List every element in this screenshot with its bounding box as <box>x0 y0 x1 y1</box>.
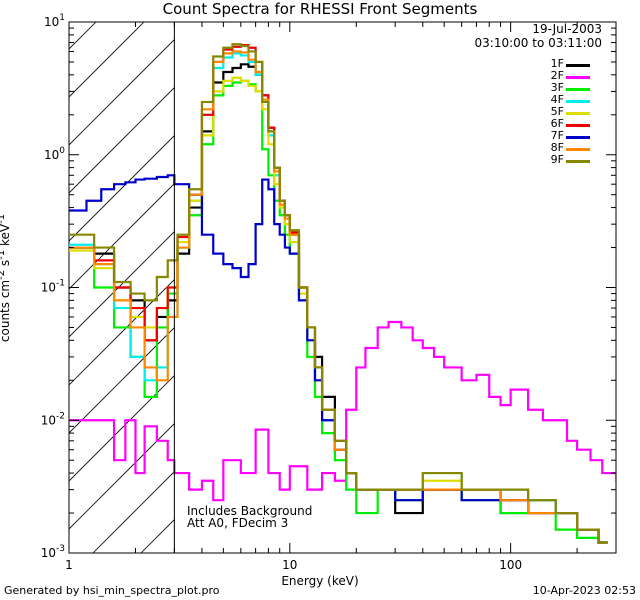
legend-swatch <box>566 160 590 163</box>
legend-swatch <box>566 124 590 127</box>
y-tick-label: 10-3 <box>41 544 65 560</box>
y-tick-label: 10-1 <box>41 279 65 295</box>
legend-entry-4F: 4F <box>540 93 610 106</box>
legend-swatch <box>566 112 590 115</box>
chart-title: Count Spectra for RHESSI Front Segments <box>162 0 478 18</box>
legend-entry-8F: 8F <box>540 141 610 154</box>
series-line-3F <box>69 79 608 544</box>
legend-entry-3F: 3F <box>540 81 610 94</box>
legend-entry-9F: 9F <box>540 153 610 166</box>
legend-label: 2F <box>550 69 564 82</box>
legend-label: 6F <box>550 117 564 130</box>
series-line-5F <box>69 76 608 544</box>
legend-entry-6F: 6F <box>540 117 610 130</box>
legend-entry-2F: 2F <box>540 69 610 82</box>
legend-swatch <box>566 64 590 67</box>
x-tick-label: 100 <box>499 558 522 572</box>
series-line-4F <box>69 52 608 544</box>
generated-by-footer: Generated by hsi_min_spectra_plot.pro <box>4 584 220 597</box>
series-line-9F <box>69 43 608 544</box>
series-line-7F <box>69 174 608 544</box>
background-note: Includes Background <box>187 504 313 518</box>
observation-date: 19-Jul-2003 <box>532 22 602 36</box>
generated-date-footer: 10-Apr-2023 02:53 <box>532 584 636 597</box>
plot-frame <box>68 21 617 554</box>
series-line-6F <box>69 43 608 544</box>
legend: 1F 2F 3F 4F 5F 6F 7F 8F 9F <box>540 57 610 166</box>
attenuator-note: Att A0, FDecim 3 <box>187 516 289 530</box>
y-tick-label: 100 <box>44 146 65 162</box>
legend-swatch <box>566 88 590 91</box>
legend-label: 3F <box>550 81 564 94</box>
legend-label: 5F <box>550 105 564 118</box>
legend-label: 7F <box>550 129 564 142</box>
legend-entry-5F: 5F <box>540 105 610 118</box>
legend-swatch <box>566 100 590 103</box>
y-tick-label: 101 <box>44 13 65 29</box>
legend-swatch <box>566 136 590 139</box>
series-line-8F <box>69 50 608 544</box>
x-tick-label: 1 <box>65 558 73 572</box>
legend-label: 4F <box>550 93 564 106</box>
x-tick-label: 10 <box>282 558 297 572</box>
legend-swatch <box>566 148 590 151</box>
legend-entry-1F: 1F <box>540 57 610 70</box>
observation-time-range: 03:10:00 to 03:11:00 <box>474 36 602 50</box>
y-axis-label: counts cm-2 s-1 keV-1 <box>0 213 13 343</box>
legend-label: 8F <box>550 141 564 154</box>
legend-label: 9F <box>550 153 564 166</box>
y-tick-label: 10-2 <box>41 411 65 427</box>
series-line-1F <box>69 63 608 544</box>
legend-label: 1F <box>550 57 564 70</box>
legend-entry-7F: 7F <box>540 129 610 142</box>
series-line-2F <box>69 320 616 502</box>
x-axis-label: Energy (keV) <box>281 574 359 588</box>
legend-swatch <box>566 76 590 79</box>
